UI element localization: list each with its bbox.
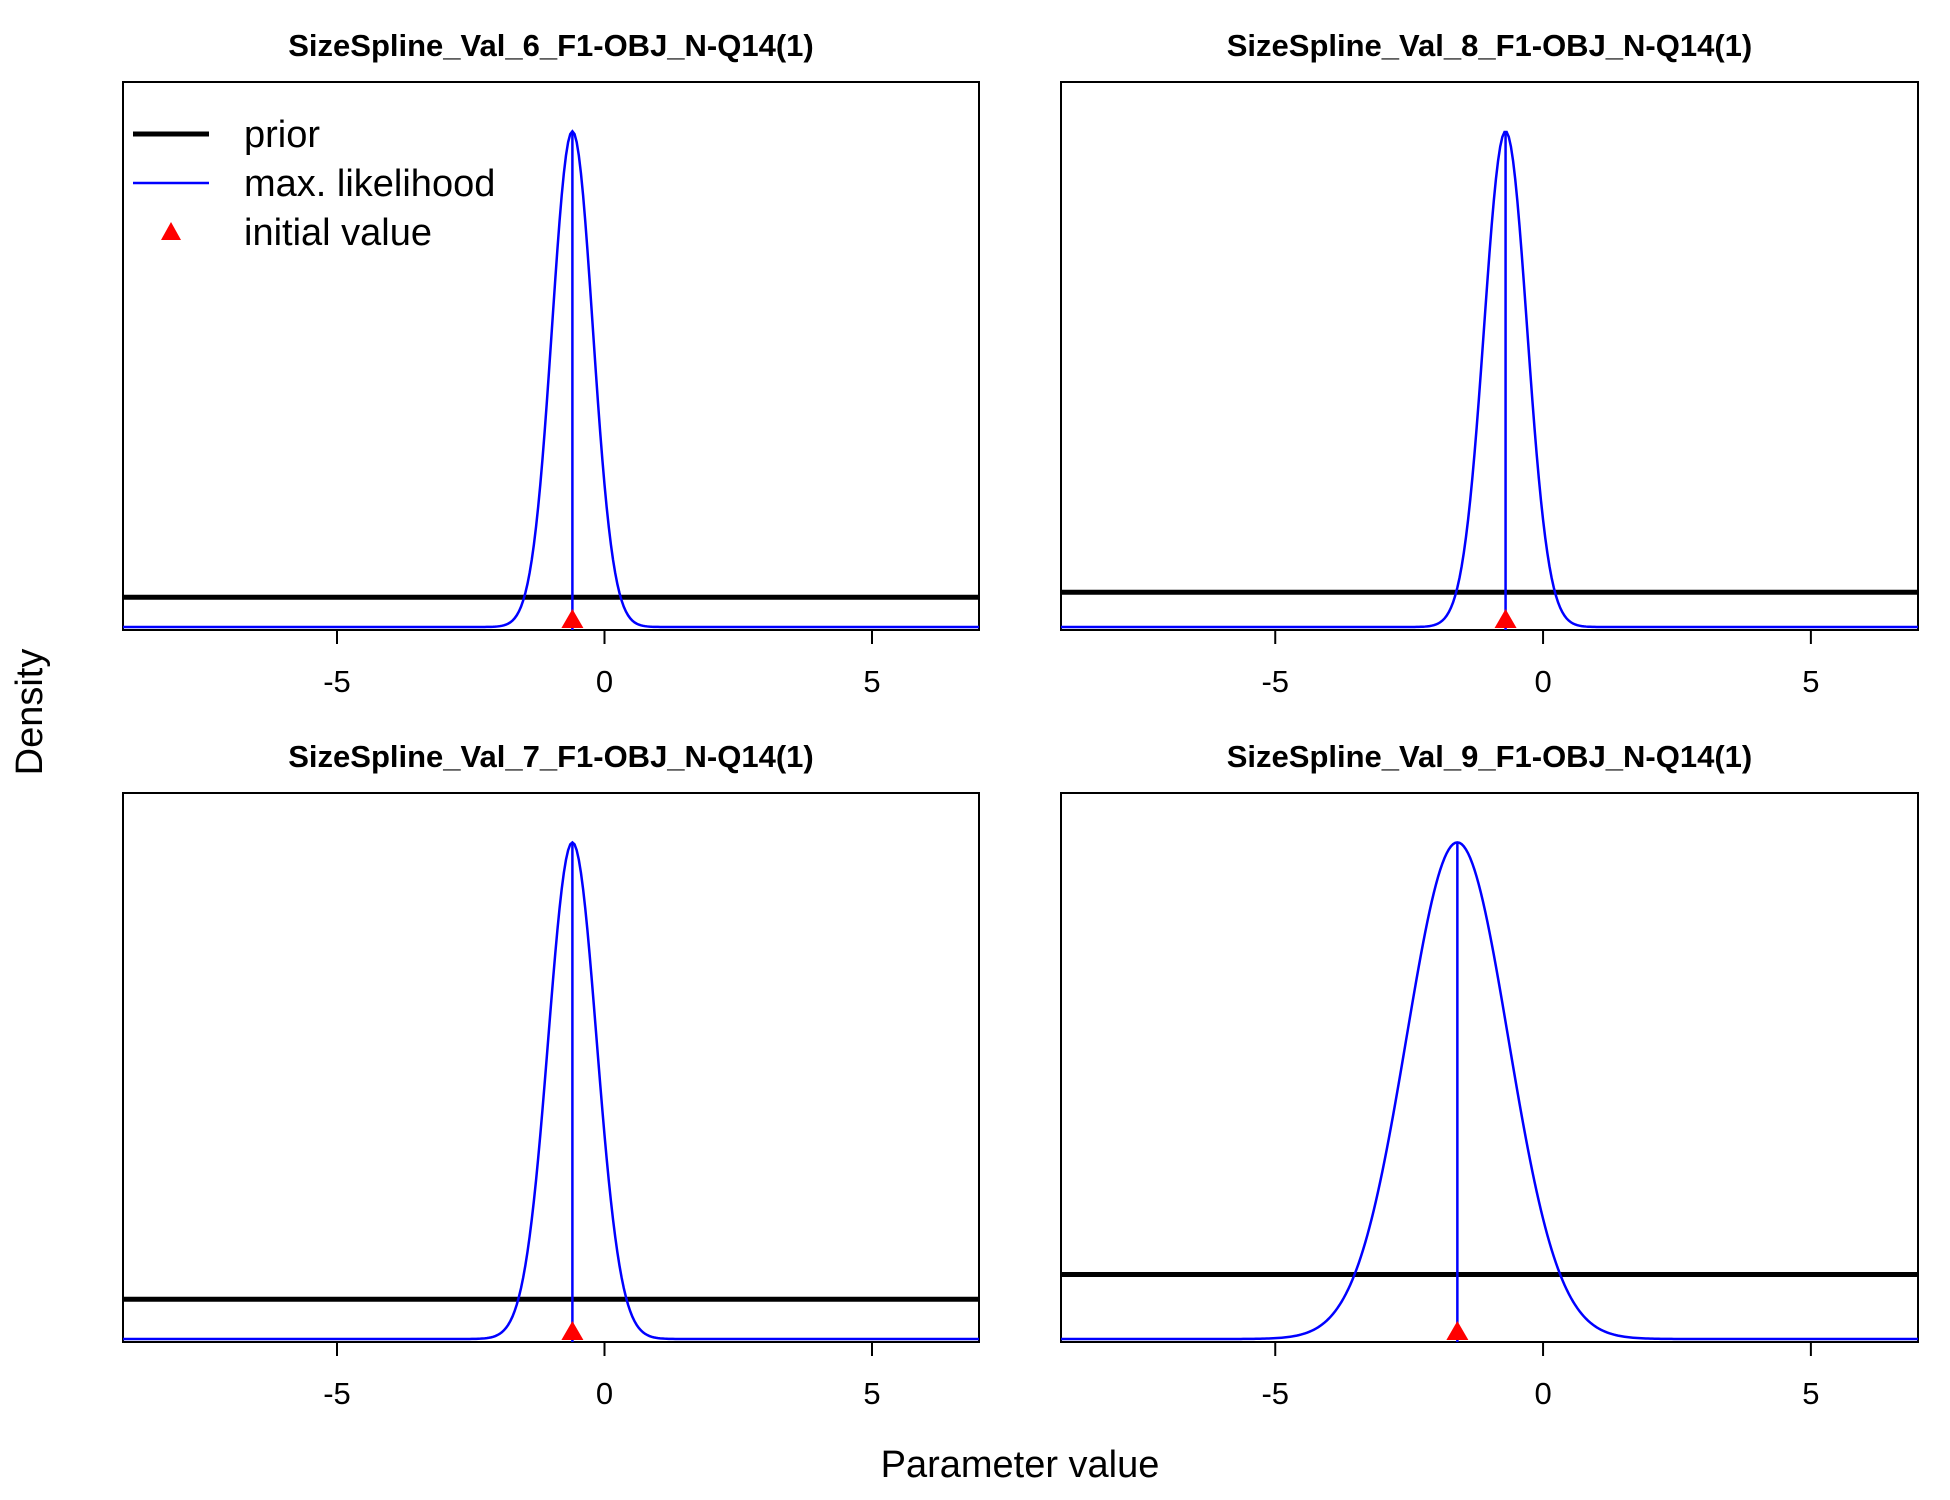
x-tick-label: -5 <box>1261 664 1289 699</box>
plot-frame <box>122 792 980 1343</box>
x-axis-label: Parameter value <box>881 1444 1160 1486</box>
panel-1: SizeSpline_Val_6_F1-OBJ_N-Q14(1) -5 0 5 <box>122 28 980 699</box>
y-axis-label: Density <box>9 649 51 776</box>
x-tick-label: -5 <box>323 664 351 699</box>
panel-title: SizeSpline_Val_6_F1-OBJ_N-Q14(1) <box>288 28 814 63</box>
x-tick-label: -5 <box>323 1376 351 1411</box>
x-tick-label: 5 <box>1802 664 1819 699</box>
panel-3: SizeSpline_Val_7_F1-OBJ_N-Q14(1) -5 0 5 <box>122 739 980 1411</box>
x-tick-label: 5 <box>863 1376 880 1411</box>
x-tick-label: 0 <box>1534 1376 1551 1411</box>
mle-curve <box>123 129 979 629</box>
panel-title: SizeSpline_Val_7_F1-OBJ_N-Q14(1) <box>288 739 814 774</box>
x-tick-label: 0 <box>596 664 613 699</box>
legend-label: max. likelihood <box>244 163 495 205</box>
x-tick-label: 0 <box>1534 664 1551 699</box>
panel-title: SizeSpline_Val_9_F1-OBJ_N-Q14(1) <box>1227 739 1753 774</box>
x-tick-label: 0 <box>596 1376 613 1411</box>
x-tick-label: 5 <box>863 664 880 699</box>
legend-label: prior <box>244 114 320 156</box>
x-tick-label: -5 <box>1261 1376 1289 1411</box>
mle-curve <box>1061 841 1918 1341</box>
mle-curve <box>1061 130 1918 629</box>
initial-value-marker <box>561 1321 584 1340</box>
initial-value-marker <box>561 609 584 628</box>
plot-frame <box>1060 792 1919 1343</box>
x-tick-label: 5 <box>1802 1376 1819 1411</box>
legend-label: initial value <box>244 212 432 254</box>
initial-value-marker <box>1494 609 1517 628</box>
panel-4: SizeSpline_Val_9_F1-OBJ_N-Q14(1) -5 0 5 <box>1060 739 1919 1411</box>
initial-value-marker <box>1446 1321 1469 1340</box>
plot-frame <box>1060 81 1919 631</box>
panel-title: SizeSpline_Val_8_F1-OBJ_N-Q14(1) <box>1227 28 1753 63</box>
plot-frame <box>122 81 980 631</box>
legend: prior max. likelihood initial value <box>133 114 495 254</box>
legend-initial-swatch <box>161 222 181 240</box>
panel-2: SizeSpline_Val_8_F1-OBJ_N-Q14(1) -5 0 5 <box>1060 28 1919 699</box>
mle-curve <box>123 840 979 1341</box>
